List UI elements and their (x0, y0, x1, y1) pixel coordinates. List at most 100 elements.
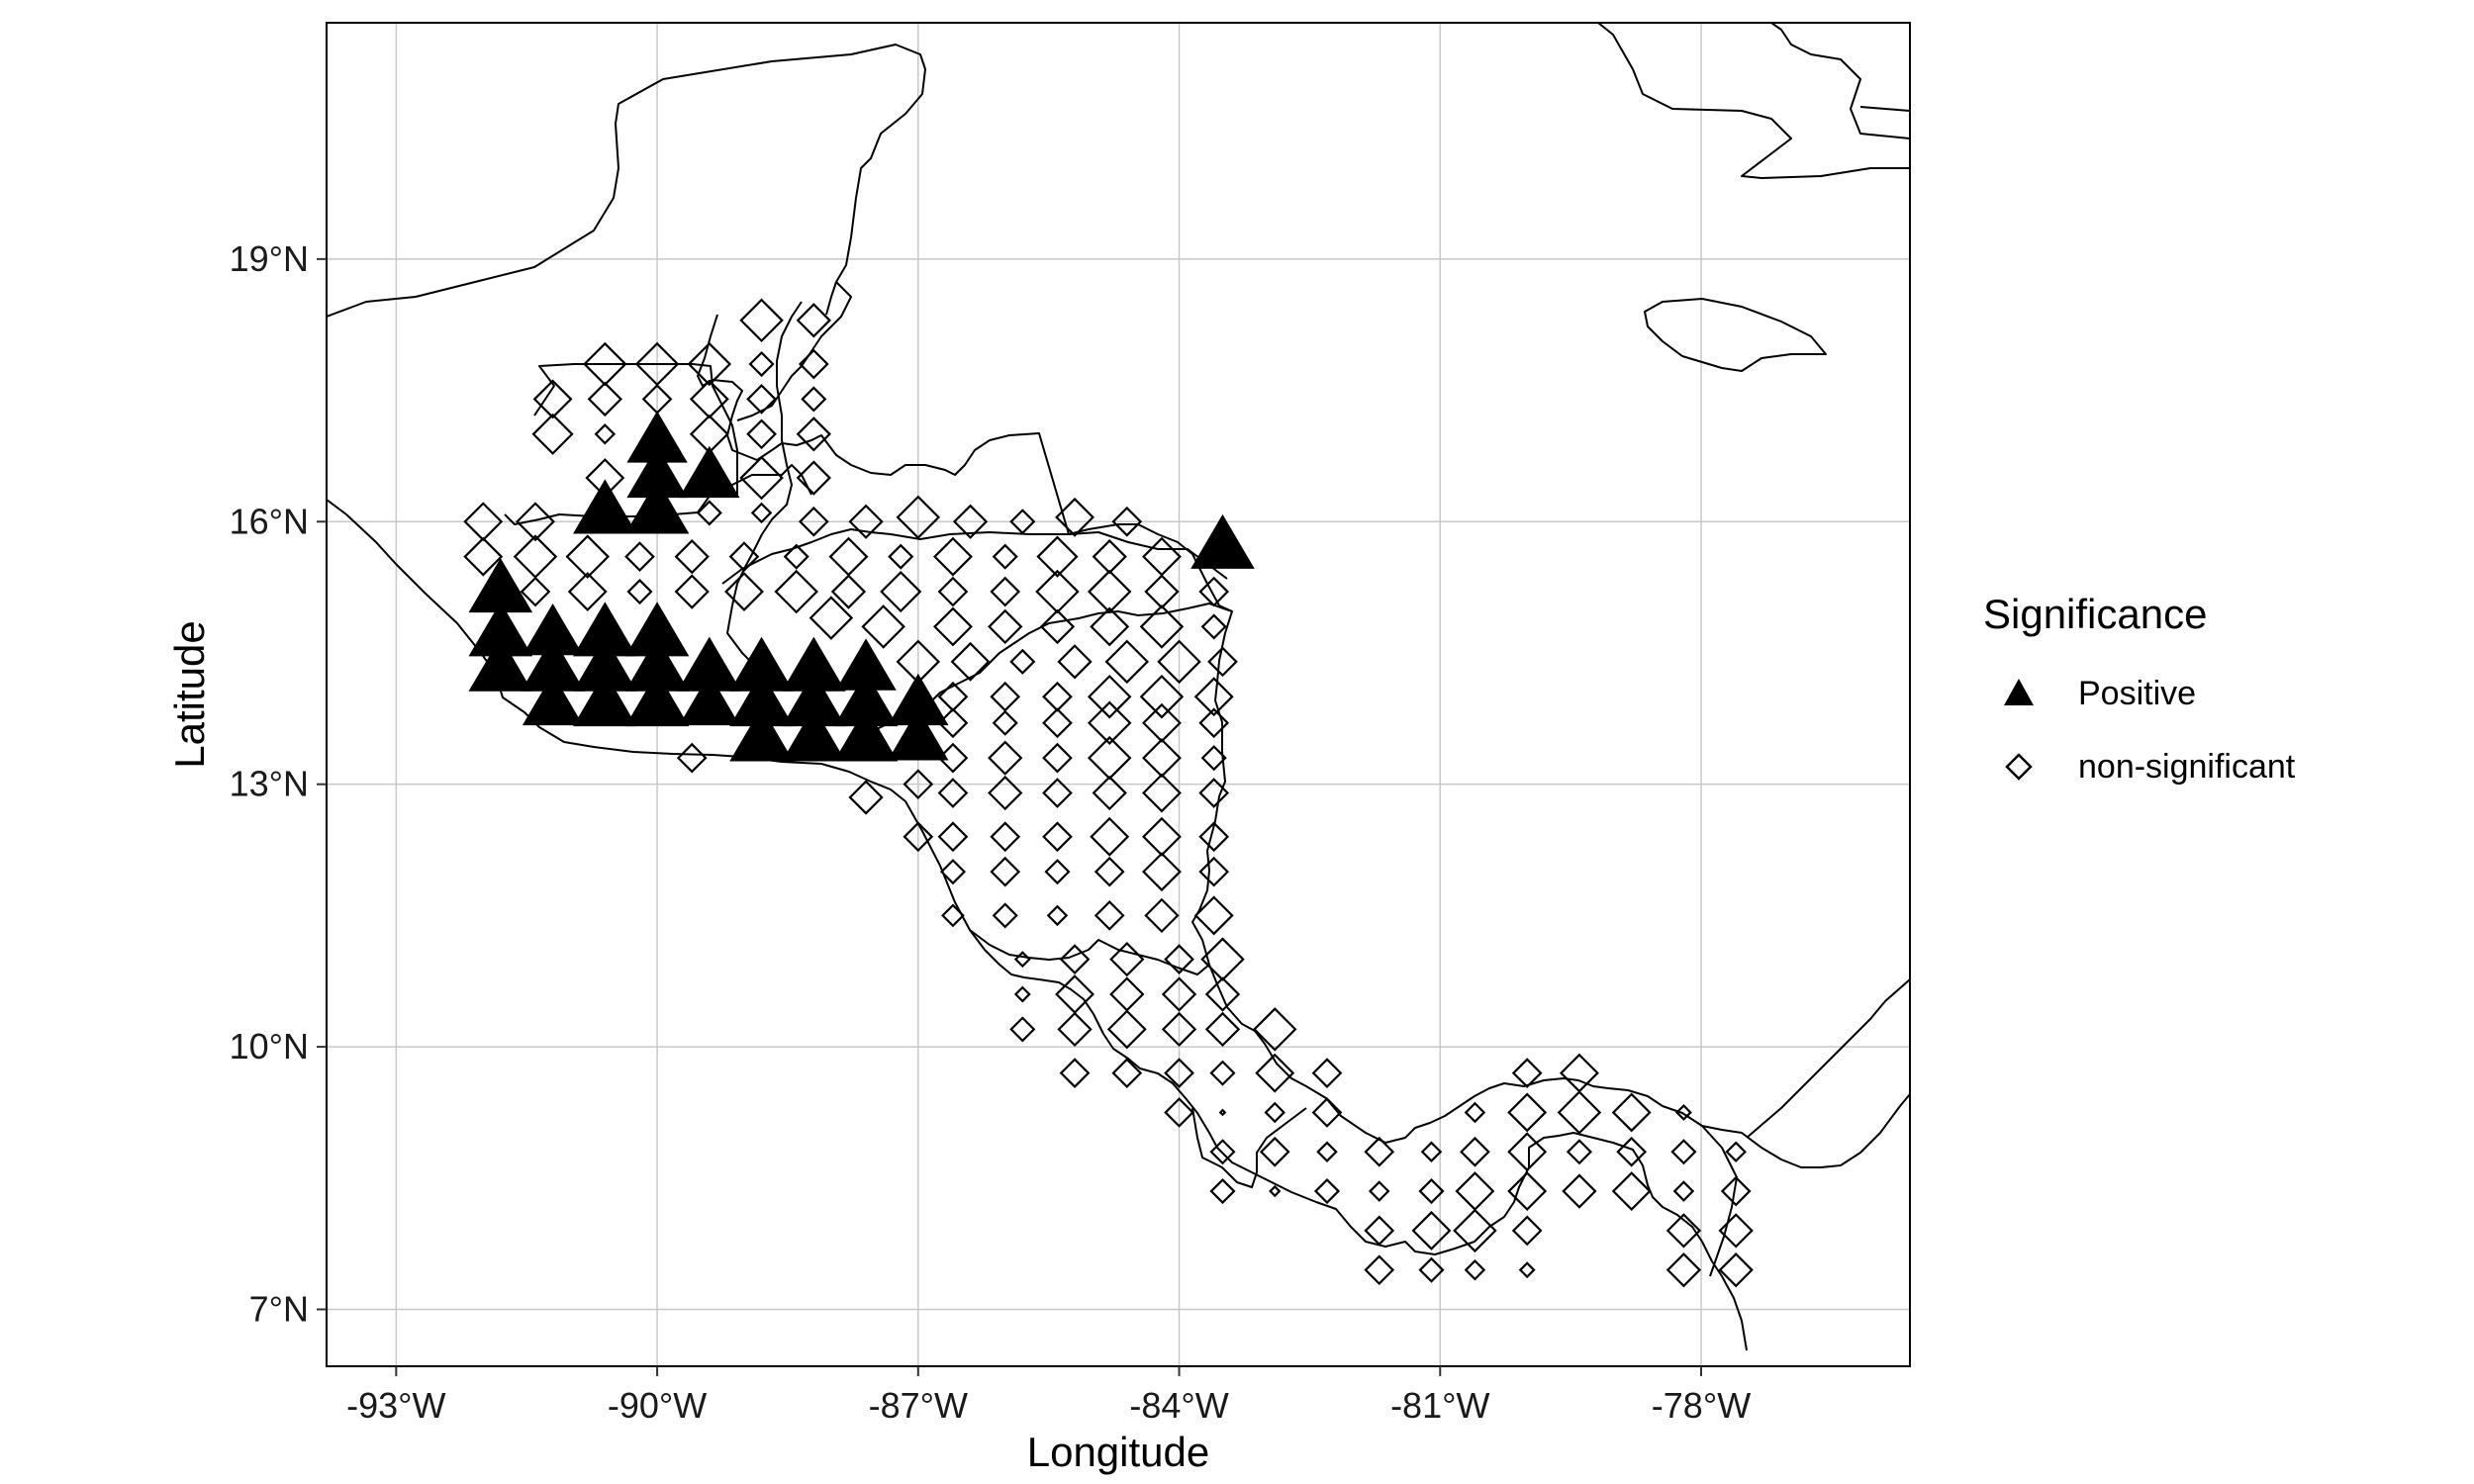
non-significant-point (990, 856, 1021, 887)
positive-point (679, 673, 740, 726)
non-significant-point (1616, 1136, 1648, 1167)
non-significant-point (1198, 821, 1230, 853)
non-significant-point (1109, 941, 1145, 977)
coastline-belize-guatemala (726, 301, 803, 674)
non-significant-point (1036, 535, 1079, 578)
legend-title: Significance (1983, 591, 2207, 637)
coastline-cuba-east (1859, 106, 1910, 112)
non-significant-point (796, 417, 831, 452)
positive-point (573, 602, 637, 657)
non-significant-point (1200, 613, 1227, 640)
non-significant-point (988, 608, 1023, 645)
non-significant-point (992, 902, 1018, 929)
non-significant-point (1264, 1101, 1285, 1124)
legend: Significance Positive non-significant (1983, 591, 2296, 786)
x-tick-label: -87°W (869, 1385, 968, 1426)
border-panama-colombia (1701, 1125, 1738, 1277)
positive-point (782, 636, 846, 692)
non-significant-point (1259, 1136, 1290, 1167)
non-significant-point (992, 709, 1018, 736)
non-significant-point (1057, 1011, 1093, 1048)
non-significant-point (1193, 895, 1234, 936)
non-significant-point (1055, 497, 1094, 537)
positive-point (679, 445, 740, 499)
non-significant-point (1611, 1092, 1652, 1133)
non-significant-point (952, 504, 989, 539)
legend-entry-positive: Positive (2004, 675, 2196, 712)
data-points (463, 298, 1754, 1288)
non-significant-point (937, 742, 969, 774)
positive-point (833, 706, 899, 762)
positive-point (729, 706, 794, 762)
positive-point (624, 602, 690, 657)
non-significant-point (746, 418, 777, 450)
non-significant-point (1204, 976, 1241, 1012)
non-significant-point (1059, 944, 1091, 974)
y-tick-label: 13°N (230, 764, 309, 804)
non-significant-point (674, 574, 710, 609)
positive-point (729, 636, 794, 692)
non-significant-point (1144, 897, 1180, 934)
border-nicaragua-costarica (969, 929, 1210, 975)
non-significant-point (888, 543, 914, 570)
non-significant-point (796, 460, 831, 496)
non-significant-point (1139, 674, 1185, 719)
border-mexico-guatemala (533, 363, 738, 495)
non-significant-point (1670, 1139, 1697, 1165)
positive-point (521, 636, 585, 692)
non-significant-point (587, 381, 622, 417)
non-significant-point (1557, 1090, 1602, 1135)
non-significant-point (1164, 1097, 1194, 1128)
non-significant-point (801, 386, 827, 413)
non-significant-point (689, 414, 729, 454)
non-significant-point (1313, 1178, 1341, 1205)
non-significant-point (1087, 569, 1132, 614)
non-significant-point (1672, 1180, 1695, 1202)
positive-point (888, 708, 949, 761)
non-significant-point (1044, 859, 1071, 885)
positive-point (1190, 513, 1255, 569)
non-significant-point (1511, 1215, 1543, 1247)
non-significant-point (903, 821, 934, 853)
positive-point (468, 602, 533, 657)
non-significant-point (1198, 778, 1230, 808)
coastline-pacific (327, 499, 1748, 1351)
non-significant-point (1418, 1178, 1445, 1205)
non-significant-point (746, 384, 777, 415)
non-significant-point (941, 903, 965, 928)
non-significant-point (1562, 1173, 1597, 1209)
non-significant-point (1269, 1184, 1282, 1198)
x-tick-label: -81°W (1390, 1385, 1489, 1426)
non-significant-point (750, 502, 773, 524)
non-significant-point (1718, 1213, 1754, 1249)
non-significant-point (1518, 1261, 1536, 1279)
non-significant-point (1507, 1171, 1548, 1212)
non-significant-point (1511, 1058, 1543, 1088)
non-significant-point (1013, 985, 1031, 1003)
non-significant-point (1209, 1060, 1236, 1086)
non-significant-point (1198, 707, 1230, 739)
positive-point (626, 411, 688, 463)
x-axis-title: Longitude (1027, 1429, 1210, 1475)
legend-label-non-significant: non-significant (2078, 748, 2296, 786)
non-significant-point (1364, 1215, 1395, 1247)
series-non-significant (463, 298, 1754, 1288)
non-significant-point (1611, 1171, 1652, 1212)
non-significant-point (585, 458, 625, 498)
non-significant-point (809, 596, 854, 640)
non-significant-point (1725, 1141, 1747, 1163)
non-significant-point (1094, 856, 1125, 887)
non-significant-point (990, 821, 1021, 853)
non-significant-point (1198, 856, 1230, 887)
positive-point (468, 558, 533, 613)
non-significant-point (565, 534, 610, 579)
x-tick-label: -78°W (1652, 1385, 1751, 1426)
non-significant-point (1718, 1252, 1754, 1288)
positive-point (624, 672, 690, 727)
non-significant-point (1464, 1258, 1486, 1281)
non-significant-point (1252, 1007, 1297, 1052)
positive-point (522, 603, 584, 656)
non-significant-point (950, 641, 991, 682)
non-significant-point (1674, 1103, 1692, 1121)
non-significant-point (1316, 1141, 1338, 1163)
